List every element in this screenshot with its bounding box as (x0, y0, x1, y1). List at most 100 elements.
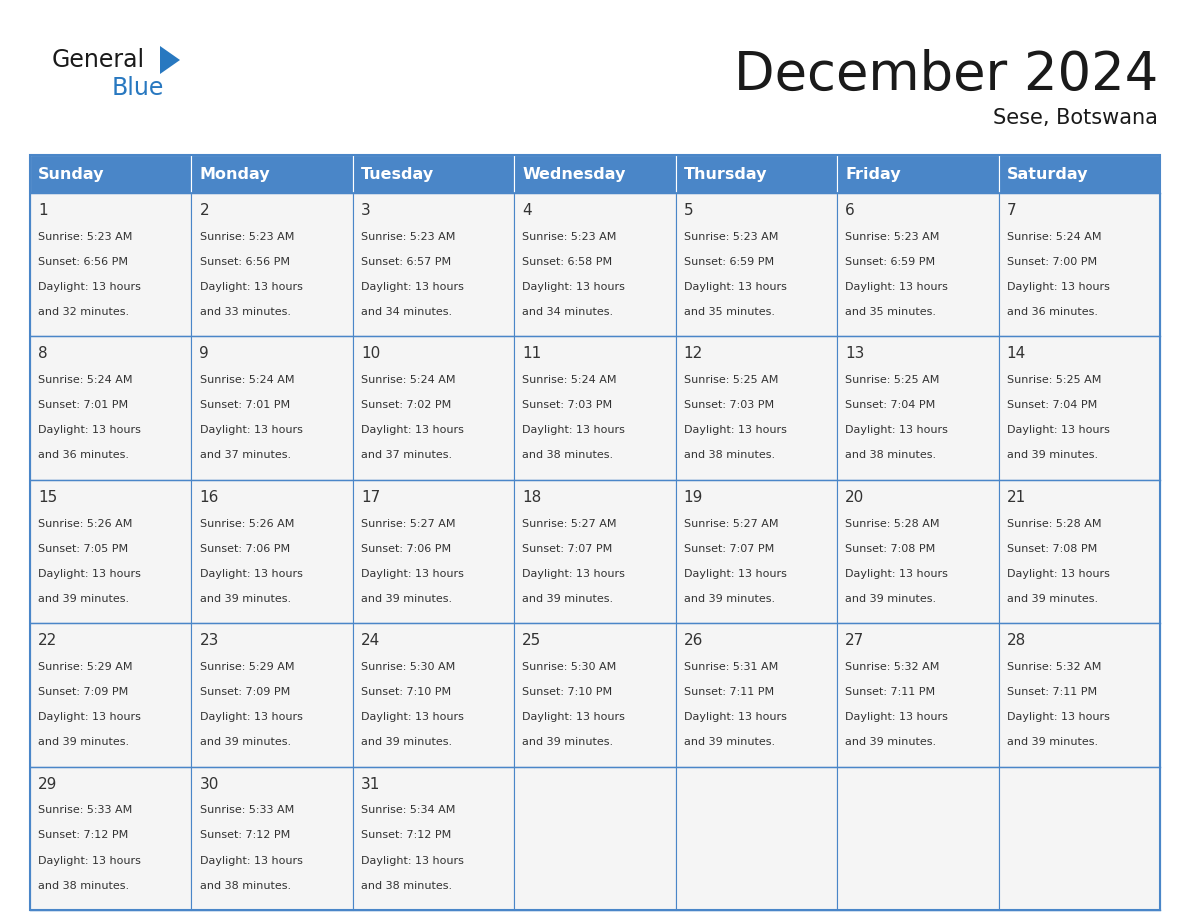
Bar (838, 623, 999, 767)
Text: and 39 minutes.: and 39 minutes. (845, 594, 936, 604)
Text: Daylight: 13 hours: Daylight: 13 hours (361, 282, 463, 292)
Text: Sese, Botswana: Sese, Botswana (993, 108, 1158, 128)
Text: 30: 30 (200, 777, 219, 791)
Text: Sunset: 7:09 PM: Sunset: 7:09 PM (200, 687, 290, 697)
Text: 16: 16 (200, 490, 219, 505)
Text: Sunset: 7:02 PM: Sunset: 7:02 PM (361, 400, 451, 410)
Text: Daylight: 13 hours: Daylight: 13 hours (1006, 569, 1110, 578)
Text: 9: 9 (200, 346, 209, 362)
Bar (191, 623, 353, 767)
Text: and 38 minutes.: and 38 minutes. (38, 880, 129, 890)
Text: 7: 7 (1006, 203, 1016, 218)
Text: 24: 24 (361, 633, 380, 648)
Text: Sunrise: 5:27 AM: Sunrise: 5:27 AM (361, 519, 455, 529)
Text: Sunrise: 5:24 AM: Sunrise: 5:24 AM (361, 375, 455, 386)
Text: 10: 10 (361, 346, 380, 362)
Text: Daylight: 13 hours: Daylight: 13 hours (684, 569, 786, 578)
Bar (676, 336, 838, 480)
Text: Sunset: 7:11 PM: Sunset: 7:11 PM (845, 687, 935, 697)
Text: and 38 minutes.: and 38 minutes. (684, 451, 775, 461)
Text: and 39 minutes.: and 39 minutes. (38, 737, 129, 747)
Text: 28: 28 (1006, 633, 1026, 648)
Text: and 39 minutes.: and 39 minutes. (845, 737, 936, 747)
Text: Sunrise: 5:25 AM: Sunrise: 5:25 AM (1006, 375, 1101, 386)
Text: Sunday: Sunday (38, 166, 105, 182)
Bar (514, 336, 676, 480)
Bar (191, 155, 353, 193)
Text: Sunset: 7:08 PM: Sunset: 7:08 PM (1006, 543, 1097, 554)
Bar (999, 623, 1159, 767)
Text: and 39 minutes.: and 39 minutes. (523, 737, 613, 747)
Text: Sunrise: 5:26 AM: Sunrise: 5:26 AM (38, 519, 132, 529)
Text: Daylight: 13 hours: Daylight: 13 hours (845, 282, 948, 292)
Bar (838, 193, 999, 336)
Bar (191, 193, 353, 336)
Text: Sunset: 7:05 PM: Sunset: 7:05 PM (38, 543, 128, 554)
Text: 8: 8 (38, 346, 48, 362)
Text: 31: 31 (361, 777, 380, 791)
Text: Daylight: 13 hours: Daylight: 13 hours (523, 569, 625, 578)
Text: Blue: Blue (112, 76, 164, 100)
Text: 4: 4 (523, 203, 532, 218)
Text: Sunrise: 5:28 AM: Sunrise: 5:28 AM (1006, 519, 1101, 529)
Text: Sunrise: 5:29 AM: Sunrise: 5:29 AM (200, 662, 293, 672)
Text: Sunset: 7:04 PM: Sunset: 7:04 PM (845, 400, 935, 410)
Text: and 33 minutes.: and 33 minutes. (200, 307, 291, 317)
Text: Sunrise: 5:24 AM: Sunrise: 5:24 AM (523, 375, 617, 386)
Text: 15: 15 (38, 490, 57, 505)
Text: Sunrise: 5:29 AM: Sunrise: 5:29 AM (38, 662, 133, 672)
Bar (838, 767, 999, 910)
Text: Sunrise: 5:30 AM: Sunrise: 5:30 AM (361, 662, 455, 672)
Text: Daylight: 13 hours: Daylight: 13 hours (684, 712, 786, 722)
Bar (353, 623, 514, 767)
Polygon shape (160, 46, 181, 74)
Text: Sunrise: 5:23 AM: Sunrise: 5:23 AM (845, 231, 940, 241)
Text: Sunset: 7:12 PM: Sunset: 7:12 PM (361, 831, 451, 840)
Text: 1: 1 (38, 203, 48, 218)
Text: Sunset: 7:06 PM: Sunset: 7:06 PM (361, 543, 451, 554)
Text: Sunset: 7:07 PM: Sunset: 7:07 PM (684, 543, 775, 554)
Text: Sunrise: 5:32 AM: Sunrise: 5:32 AM (845, 662, 940, 672)
Text: and 32 minutes.: and 32 minutes. (38, 307, 129, 317)
Text: 6: 6 (845, 203, 855, 218)
Text: and 35 minutes.: and 35 minutes. (845, 307, 936, 317)
Text: Daylight: 13 hours: Daylight: 13 hours (845, 425, 948, 435)
Text: 18: 18 (523, 490, 542, 505)
Text: Sunset: 7:03 PM: Sunset: 7:03 PM (684, 400, 773, 410)
Bar (30, 155, 1159, 910)
Text: 5: 5 (684, 203, 694, 218)
Text: Sunrise: 5:23 AM: Sunrise: 5:23 AM (523, 231, 617, 241)
Text: 3: 3 (361, 203, 371, 218)
Text: 29: 29 (38, 777, 57, 791)
Text: Daylight: 13 hours: Daylight: 13 hours (38, 425, 141, 435)
Bar (514, 767, 676, 910)
Text: 14: 14 (1006, 346, 1026, 362)
Text: Sunset: 7:12 PM: Sunset: 7:12 PM (200, 831, 290, 840)
Bar (676, 155, 838, 193)
Bar (353, 155, 514, 193)
Text: Daylight: 13 hours: Daylight: 13 hours (200, 282, 303, 292)
Text: Daylight: 13 hours: Daylight: 13 hours (845, 569, 948, 578)
Text: Sunrise: 5:24 AM: Sunrise: 5:24 AM (38, 375, 133, 386)
Text: Sunrise: 5:24 AM: Sunrise: 5:24 AM (200, 375, 293, 386)
Text: Sunset: 7:00 PM: Sunset: 7:00 PM (1006, 257, 1097, 267)
Bar (353, 480, 514, 623)
Text: and 39 minutes.: and 39 minutes. (361, 737, 453, 747)
Text: Daylight: 13 hours: Daylight: 13 hours (200, 569, 303, 578)
Text: and 39 minutes.: and 39 minutes. (200, 737, 291, 747)
Text: and 39 minutes.: and 39 minutes. (1006, 451, 1098, 461)
Text: and 38 minutes.: and 38 minutes. (845, 451, 936, 461)
Text: Sunset: 6:56 PM: Sunset: 6:56 PM (38, 257, 128, 267)
Text: and 39 minutes.: and 39 minutes. (684, 737, 775, 747)
Text: Sunset: 6:58 PM: Sunset: 6:58 PM (523, 257, 613, 267)
Text: and 36 minutes.: and 36 minutes. (38, 451, 129, 461)
Text: Daylight: 13 hours: Daylight: 13 hours (523, 425, 625, 435)
Text: 27: 27 (845, 633, 865, 648)
Text: and 38 minutes.: and 38 minutes. (361, 880, 453, 890)
Text: 11: 11 (523, 346, 542, 362)
Bar (514, 193, 676, 336)
Text: and 36 minutes.: and 36 minutes. (1006, 307, 1098, 317)
Bar (191, 480, 353, 623)
Bar (676, 193, 838, 336)
Bar (838, 480, 999, 623)
